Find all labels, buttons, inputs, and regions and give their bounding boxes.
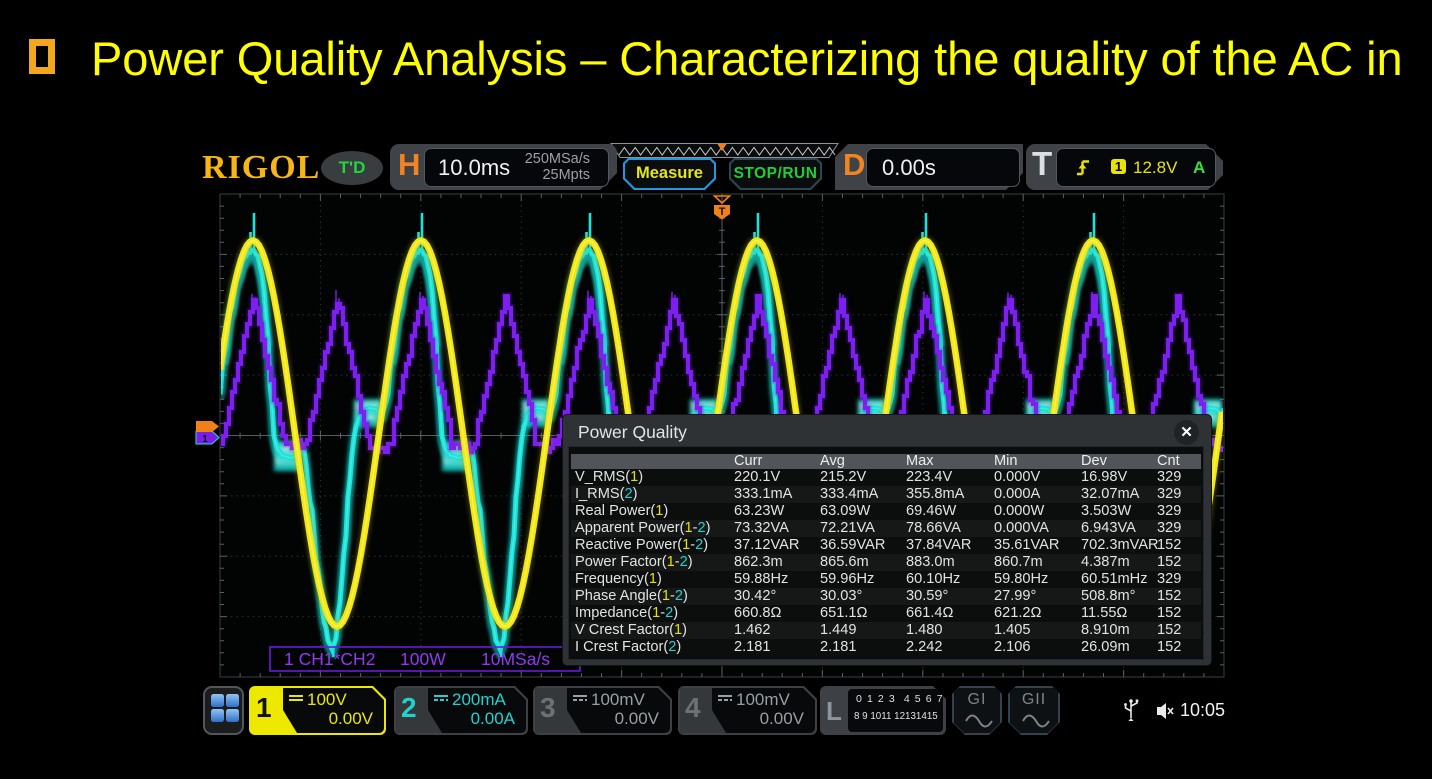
svg-text:T: T bbox=[719, 206, 726, 218]
svg-text:1 CH1*CH2: 1 CH1*CH2 bbox=[284, 649, 375, 669]
svg-text:10MSa/s: 10MSa/s bbox=[481, 649, 550, 669]
svg-text:100W: 100W bbox=[400, 649, 446, 669]
svg-text:1: 1 bbox=[202, 434, 208, 445]
